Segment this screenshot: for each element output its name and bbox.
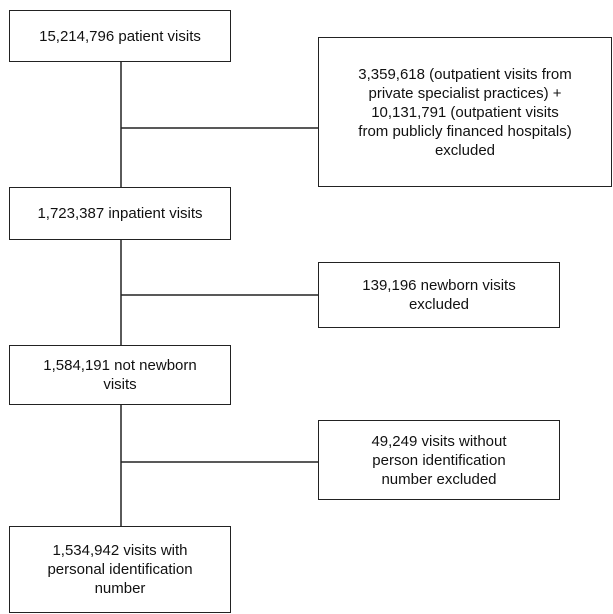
box-text-line: 139,196 newborn visits bbox=[362, 277, 516, 294]
box-text-line: excluded bbox=[434, 141, 496, 159]
box-text-line: person identification bbox=[372, 451, 506, 469]
box-text-line: 49,249 visits without bbox=[371, 432, 507, 450]
box-text-line: 15,214,796 patient visits bbox=[39, 27, 201, 45]
box-text-line: 1,584,191 not newborn bbox=[43, 357, 197, 374]
box-text-line: visits bbox=[103, 376, 137, 393]
box-text-line: private specialist practices) + bbox=[368, 84, 562, 102]
box-text-line: 10,131,791 (outpatient visits bbox=[371, 103, 559, 121]
box-text-line: number bbox=[94, 580, 146, 597]
box-text-line: number excluded bbox=[381, 470, 497, 488]
step-box: 1,584,191 not newborn visits bbox=[9, 345, 231, 405]
exclusion-box: 49,249 visits without person identificati… bbox=[318, 420, 560, 500]
box-text-line: from publicly financed hospitals) bbox=[358, 122, 572, 140]
exclusion-box: 3,359,618 (outpatient visits from private… bbox=[318, 37, 612, 187]
exclusion-box: 139,196 newborn visits excluded bbox=[318, 262, 560, 328]
box-text-line: personal identification bbox=[47, 561, 193, 578]
step-box: 15,214,796 patient visits bbox=[9, 10, 231, 62]
box-text-line: 1,534,942 visits with bbox=[52, 542, 188, 559]
box-text-line: 3,359,618 (outpatient visits from bbox=[358, 65, 572, 83]
box-text-line: excluded bbox=[408, 296, 470, 313]
step-box: 1,534,942 visits with personal identifica… bbox=[9, 526, 231, 613]
step-box: 1,723,387 inpatient visits bbox=[9, 187, 231, 240]
box-text-line: 1,723,387 inpatient visits bbox=[37, 205, 203, 222]
